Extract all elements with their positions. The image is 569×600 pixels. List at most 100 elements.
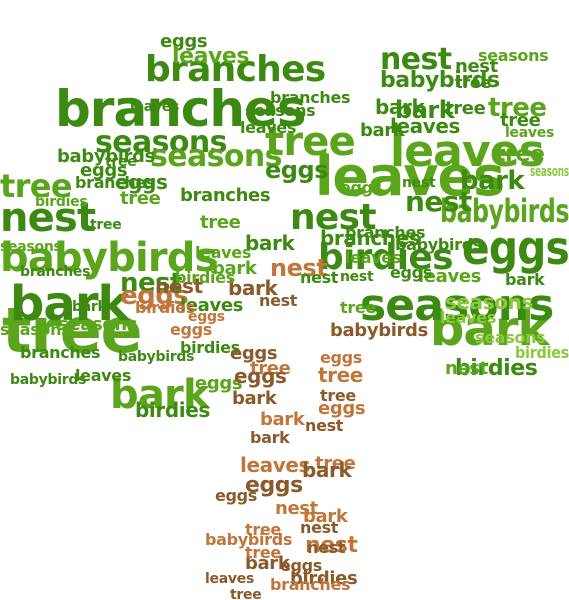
cloud-word-tree: tree: [200, 212, 241, 233]
cloud-word-leaves: leaves: [130, 99, 180, 115]
cloud-word-tree: tree: [230, 587, 262, 600]
cloud-word-seasons: seasons: [150, 139, 283, 174]
cloud-word-tree: tree: [0, 167, 73, 205]
cloud-word-eggs: eggs: [320, 348, 363, 367]
cloud-word-nest: nest: [402, 175, 436, 191]
cloud-word-nest: nest: [300, 518, 339, 537]
cloud-word-birdies: birdies: [290, 568, 358, 589]
cloud-word-eggs: eggs: [120, 281, 189, 311]
cloud-word-branches: branches: [270, 575, 351, 594]
cloud-word-leaves: leaves: [240, 453, 311, 477]
cloud-word-eggs: eggs: [318, 398, 366, 419]
cloud-word-bark: bark: [245, 231, 295, 255]
cloud-word-nest: nest: [290, 197, 377, 238]
cloud-word-eggs: eggs: [245, 473, 303, 498]
cloud-word-branches: branches: [55, 80, 307, 138]
cloud-word-babybirds: babybirds: [395, 235, 483, 254]
cloud-word-leaves: leaves: [205, 571, 255, 587]
cloud-word-nest: nest: [275, 498, 318, 519]
cloud-word-branches: branches: [345, 223, 426, 242]
cloud-word-bark: bark: [212, 258, 257, 279]
cloud-word-nest: nest: [305, 416, 344, 435]
cloud-word-eggs: eggs: [195, 373, 243, 394]
cloud-word-leaves: leaves: [240, 118, 297, 137]
cloud-word-tree: tree: [245, 520, 281, 539]
cloud-word-birdies: birdies: [318, 237, 454, 278]
cloud-word-birdies: birdies: [175, 268, 235, 287]
cloud-word-tree: tree: [495, 142, 545, 167]
cloud-word-nest: nest: [0, 195, 96, 241]
cloud-word-babybirds: babybirds: [205, 530, 293, 549]
cloud-word-bark: bark: [430, 301, 549, 357]
cloud-word-babybirds: babybirds: [57, 146, 155, 167]
cloud-word-tree: tree: [488, 93, 547, 123]
cloud-word-nest: nest: [445, 358, 488, 379]
cloud-word-nest: nest: [270, 254, 328, 282]
cloud-word-bark: bark: [360, 120, 405, 141]
cloud-word-tree: tree: [320, 386, 356, 405]
cloud-word-bark: bark: [10, 276, 129, 332]
cloud-word-babybirds: babybirds: [330, 320, 428, 341]
cloud-word-babybirds: babybirds: [380, 68, 500, 93]
cloud-word-eggs: eggs: [170, 320, 213, 339]
cloud-word-tree: tree: [315, 453, 356, 474]
cloud-word-bark: bark: [232, 388, 277, 409]
cloud-word-babybirds: babybirds: [0, 235, 218, 281]
cloud-word-seasons: seasons: [360, 280, 554, 331]
cloud-word-branches: branches: [75, 173, 156, 192]
cloud-word-nest: nest: [307, 538, 346, 557]
cloud-word-eggs: eggs: [115, 170, 168, 194]
cloud-word-eggs: eggs: [188, 309, 225, 325]
cloud-word-tree: tree: [455, 73, 491, 92]
cloud-word-birdies: birdies: [135, 298, 195, 317]
cloud-word-branches: branches: [20, 264, 91, 280]
cloud-word-branches: branches: [320, 226, 421, 250]
cloud-word-eggs: eggs: [265, 156, 329, 184]
cloud-word-birdies: birdies: [135, 398, 210, 422]
cloud-word-nest: nest: [340, 269, 374, 285]
cloud-word-eggs: eggs: [340, 178, 383, 197]
cloud-word-eggs: eggs: [215, 486, 258, 505]
cloud-word-leaves: leaves: [75, 366, 132, 385]
cloud-word-nest: nest: [455, 56, 498, 77]
cloud-word-bark: bark: [250, 428, 290, 447]
cloud-word-babybirds: babybirds: [440, 192, 569, 230]
cloud-word-branches: branches: [20, 343, 101, 362]
cloud-word-babybirds: babybirds: [118, 349, 195, 365]
cloud-word-bark: bark: [245, 553, 290, 574]
cloud-word-bark: bark: [72, 299, 107, 315]
cloud-word-leaves: leaves: [390, 126, 545, 177]
cloud-word-bark: bark: [260, 409, 305, 430]
cloud-word-nest: nest: [405, 185, 472, 218]
cloud-word-seasons: seasons: [0, 320, 71, 339]
cloud-word-bark: bark: [505, 270, 545, 289]
cloud-word-seasons: seasons: [475, 328, 546, 347]
cloud-word-tree: tree: [318, 363, 363, 387]
cloud-word-leaves: leaves: [195, 243, 252, 262]
cloud-word-tree: tree: [250, 358, 291, 379]
cloud-word-tree: tree: [265, 119, 356, 165]
cloud-word-seasons: seasons: [58, 314, 138, 335]
cloud-word-branches: branches: [180, 185, 271, 206]
cloud-word-nest: nest: [380, 42, 452, 77]
cloud-word-tree: tree: [105, 154, 137, 170]
cloud-word-bark: bark: [375, 95, 425, 119]
cloud-word-birdies: birdies: [35, 194, 88, 210]
cloud-word-eggs: eggs: [80, 160, 128, 181]
cloud-word-birdies: birdies: [455, 356, 538, 381]
cloud-word-nest: nest: [120, 268, 182, 298]
cloud-word-leaves: leaves: [440, 308, 497, 327]
cloud-word-branches: branches: [270, 88, 351, 107]
cloud-word-seasons: seasons: [0, 239, 62, 255]
cloud-word-nest: nest: [305, 533, 358, 558]
cloud-word-seasons: seasons: [530, 164, 569, 180]
cloud-word-bark: bark: [460, 166, 525, 196]
cloud-word-eggs: eggs: [230, 343, 278, 364]
cloud-word-nest: nest: [300, 268, 339, 287]
cloud-word-tree: tree: [500, 110, 541, 131]
cloud-word-tree: tree: [2, 294, 143, 367]
cloud-word-leaves: leaves: [180, 295, 244, 316]
cloud-word-tree: tree: [90, 217, 122, 233]
cloud-word-bark: bark: [395, 96, 455, 124]
